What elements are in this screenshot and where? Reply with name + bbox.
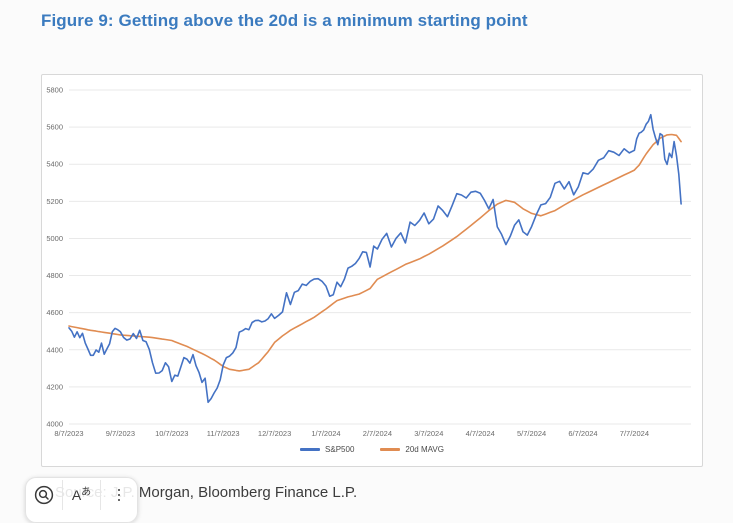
line-chart: 5800 5600 5400 5200 5000 4800 4600 4400 4200 4000… [46, 86, 691, 438]
visual-search-icon [35, 485, 54, 505]
legend-item-20d-mavg: 20d MAVG [380, 445, 444, 454]
legend-label-sp500: S&P500 [325, 445, 355, 454]
mavg-20d-line [68, 133, 682, 372]
y-tick-label: 4800 [46, 271, 63, 280]
chart-legend: S&P500 20d MAVG [42, 445, 702, 454]
sp500-line-swatch [300, 448, 321, 451]
y-tick-label: 5800 [46, 86, 63, 95]
x-tick-label: 2/7/2024 [363, 429, 392, 438]
y-tick-label: 5200 [46, 197, 63, 206]
legend-item-sp500: S&P500 [300, 445, 354, 454]
y-tick-label: 4600 [46, 308, 63, 317]
x-tick-label: 6/7/2024 [568, 429, 597, 438]
chart-card: 5800 5600 5400 5200 5000 4800 4600 4400 4200 4000… [41, 74, 703, 467]
x-tick-label: 12/7/2023 [258, 429, 291, 438]
x-tick-label: 10/7/2023 [155, 429, 188, 438]
y-tick-label: 5600 [46, 123, 63, 132]
more-options-button[interactable] [101, 478, 137, 512]
y-tick-label: 4200 [46, 382, 63, 391]
x-tick-label: 9/7/2023 [106, 429, 135, 438]
y-tick-label: 5000 [46, 234, 63, 243]
x-tick-label: 11/7/2023 [207, 429, 240, 438]
x-tick-label: 5/7/2024 [517, 429, 546, 438]
sp500-line [68, 113, 682, 404]
toolbar-divider [99, 480, 101, 510]
x-tick-label: 1/7/2024 [311, 429, 340, 438]
toolbar-divider [62, 480, 64, 510]
mavg-line-swatch [380, 448, 401, 451]
y-tick-label: 4400 [46, 345, 63, 354]
figure-title: Figure 9: Getting above the 20d is a min… [41, 11, 528, 30]
visual-search-button[interactable] [26, 478, 62, 512]
x-tick-label: 7/7/2024 [620, 429, 649, 438]
legend-label-20d-mavg: 20d MAVG [405, 445, 444, 454]
x-tick-label: 8/7/2023 [54, 429, 83, 438]
y-tick-label: 5400 [46, 160, 63, 169]
y-tick-label: 4000 [46, 420, 63, 429]
kebab-menu-icon [117, 488, 121, 502]
x-tick-label: 3/7/2024 [414, 429, 443, 438]
x-tick-label: 4/7/2024 [466, 429, 495, 438]
